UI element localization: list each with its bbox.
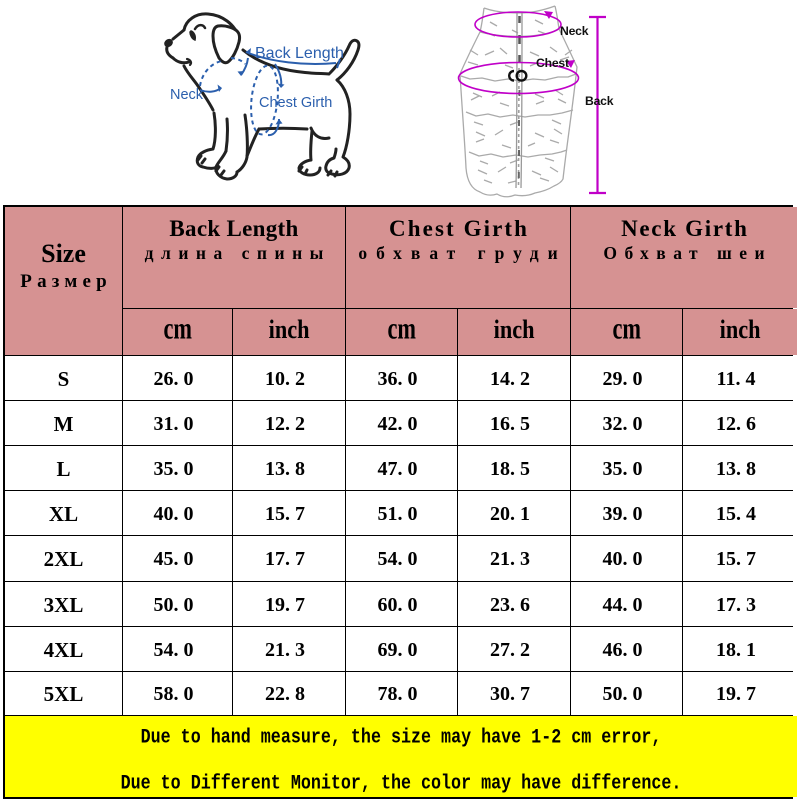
svg-text:Chest: Chest xyxy=(536,56,569,70)
svg-text:Chest Girth: Chest Girth xyxy=(259,95,332,111)
svg-text:Back: Back xyxy=(585,94,614,108)
svg-text:Neck: Neck xyxy=(560,24,589,38)
svg-text:Back Length: Back Length xyxy=(255,45,344,62)
svg-text:Neck: Neck xyxy=(170,87,204,103)
